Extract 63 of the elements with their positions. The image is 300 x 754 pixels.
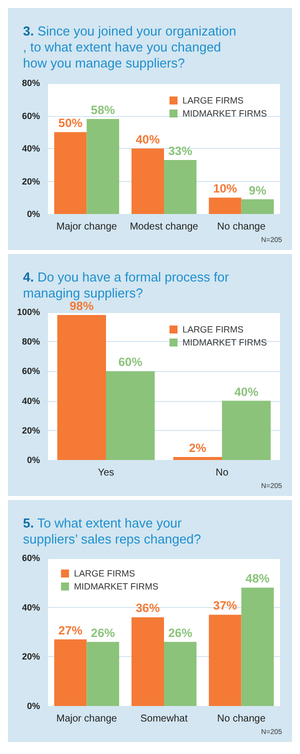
bar [86,119,120,214]
bar [86,642,120,706]
x-tick-label: Yes [98,468,114,478]
legend-label: MIDMARKET FIRMS [182,108,267,118]
data-label: 2% [188,441,207,456]
bar [132,148,164,214]
y-tick-label: 60% [22,110,40,121]
data-label: 36% [136,601,160,616]
y-tick-label: 20% [22,652,40,662]
x-tick-label: No change [217,222,266,232]
data-label: 33% [168,144,193,158]
data-label: 26% [90,626,116,640]
legend-label: MIDMARKET FIRMS [182,338,267,348]
data-label: 60% [118,355,143,370]
x-tick-label: No [216,468,229,478]
data-label: 37% [213,598,238,613]
x-tick-label: Major change [56,714,118,724]
bar [241,199,274,214]
bar [54,639,87,706]
data-label: 40% [136,132,160,146]
legend-label: LARGE FIRMS [182,324,244,334]
data-label: 50% [58,116,83,130]
y-tick-label: 60% [22,366,40,376]
legend-label: LARGE FIRMS [74,568,136,578]
bar [54,132,87,214]
y-tick-label: 80% [22,336,40,347]
x-tick-label: No change [217,714,266,724]
chart-title: 5. To what extent have your suppliers’ sales reps changed? [23,516,202,546]
y-tick-label: 40% [22,396,40,406]
data-label: 40% [234,384,259,399]
y-tick-label: 40% [22,144,40,154]
bar [164,160,196,214]
y-tick-label: 0% [26,209,40,219]
bar [106,371,155,460]
y-tick-label: 40% [22,602,40,612]
bar [132,617,164,706]
chart-title: 4. Do you have a formal process for managing suppliers? [23,270,233,300]
bar [164,642,196,706]
bar [57,314,106,460]
data-label: 27% [58,623,83,638]
y-tick-label: 60% [22,553,40,563]
data-label: 26% [168,626,193,640]
y-tick-label: 20% [22,425,40,436]
y-tick-label: 80% [22,78,40,88]
y-tick-label: 20% [22,176,40,186]
y-tick-label: 0% [26,701,40,711]
legend-label: LARGE FIRMS [182,96,244,106]
y-tick-label: 100% [16,307,40,317]
bar [208,614,242,706]
data-label: 48% [246,572,270,586]
bar [222,400,271,460]
y-tick-label: 0% [26,455,40,465]
bar [208,198,242,214]
legend-label: MIDMARKET FIRMS [74,582,158,592]
x-tick-label: Modest change [130,222,199,232]
data-label: 58% [90,103,116,118]
data-label: 9% [248,183,267,198]
data-label: 10% [213,182,238,196]
x-tick-label: Somewhat [140,714,188,724]
chart-title: 3. Since you joined your organization, to what extent have you changed how you manage suppliers? [23,24,236,70]
x-tick-label: Major change [56,222,118,232]
bar [241,588,274,706]
bar [173,457,222,460]
